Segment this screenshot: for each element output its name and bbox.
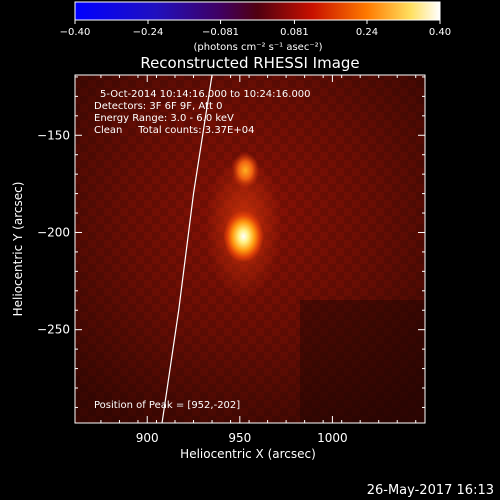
- solar-limb-curve: [161, 75, 213, 423]
- heatmap-image: [75, 75, 425, 423]
- x-tick-label-2: 1000: [317, 431, 348, 445]
- colorbar-tick-label-1: −0.24: [133, 27, 164, 38]
- y-tick-label-0: −150: [37, 128, 70, 142]
- y-tick-label-2: −250: [37, 323, 70, 337]
- plot-frame: [74, 74, 426, 424]
- x-axis-label: Heliocentric X (arcsec): [180, 447, 316, 461]
- colorbar-tick-label-0: −0.40: [60, 27, 91, 38]
- generation-timestamp: 26-May-2017 16:13: [367, 483, 494, 498]
- chart-title: Reconstructed RHESSI Image: [140, 54, 359, 72]
- colorbar-tick-label-2: −0.081: [202, 27, 239, 38]
- info-line-0: 5-Oct-2014 10:14:16.000 to 10:24:16.000: [100, 89, 311, 100]
- colorbar-tick-label-3: 0.081: [280, 27, 309, 38]
- peak-position-label: Position of Peak = [952,-202]: [94, 400, 240, 411]
- y-axis-label: Heliocentric Y (arcsec): [11, 182, 25, 317]
- colorbar: [74, 1, 441, 21]
- secondary-source: [231, 152, 260, 189]
- colorbar-tick-label-4: 0.24: [356, 27, 378, 38]
- y-tick-label-1: −200: [37, 225, 70, 239]
- x-tick-label-0: 900: [136, 431, 159, 445]
- info-line-2: Energy Range: 3.0 - 6.0 keV: [94, 113, 234, 124]
- colorbar-ticks: −0.40 −0.24 −0.081 0.081 0.24 0.40: [60, 20, 451, 38]
- x-tick-label-1: 950: [228, 431, 251, 445]
- axis-ticks: 900 950 1000 −150 −200 −250: [37, 75, 425, 445]
- peak-source: [223, 210, 264, 263]
- observation-info: 5-Oct-2014 10:14:16.000 to 10:24:16.000D…: [94, 89, 311, 136]
- info-line-3: Clean Total counts: 3.37E+04: [94, 125, 254, 136]
- info-line-1: Detectors: 3F 6F 9F, Att 0: [94, 101, 222, 112]
- colorbar-tick-label-5: 0.40: [429, 27, 451, 38]
- colorbar-unit-label: (photons cm⁻² s⁻¹ asec⁻²): [193, 42, 322, 53]
